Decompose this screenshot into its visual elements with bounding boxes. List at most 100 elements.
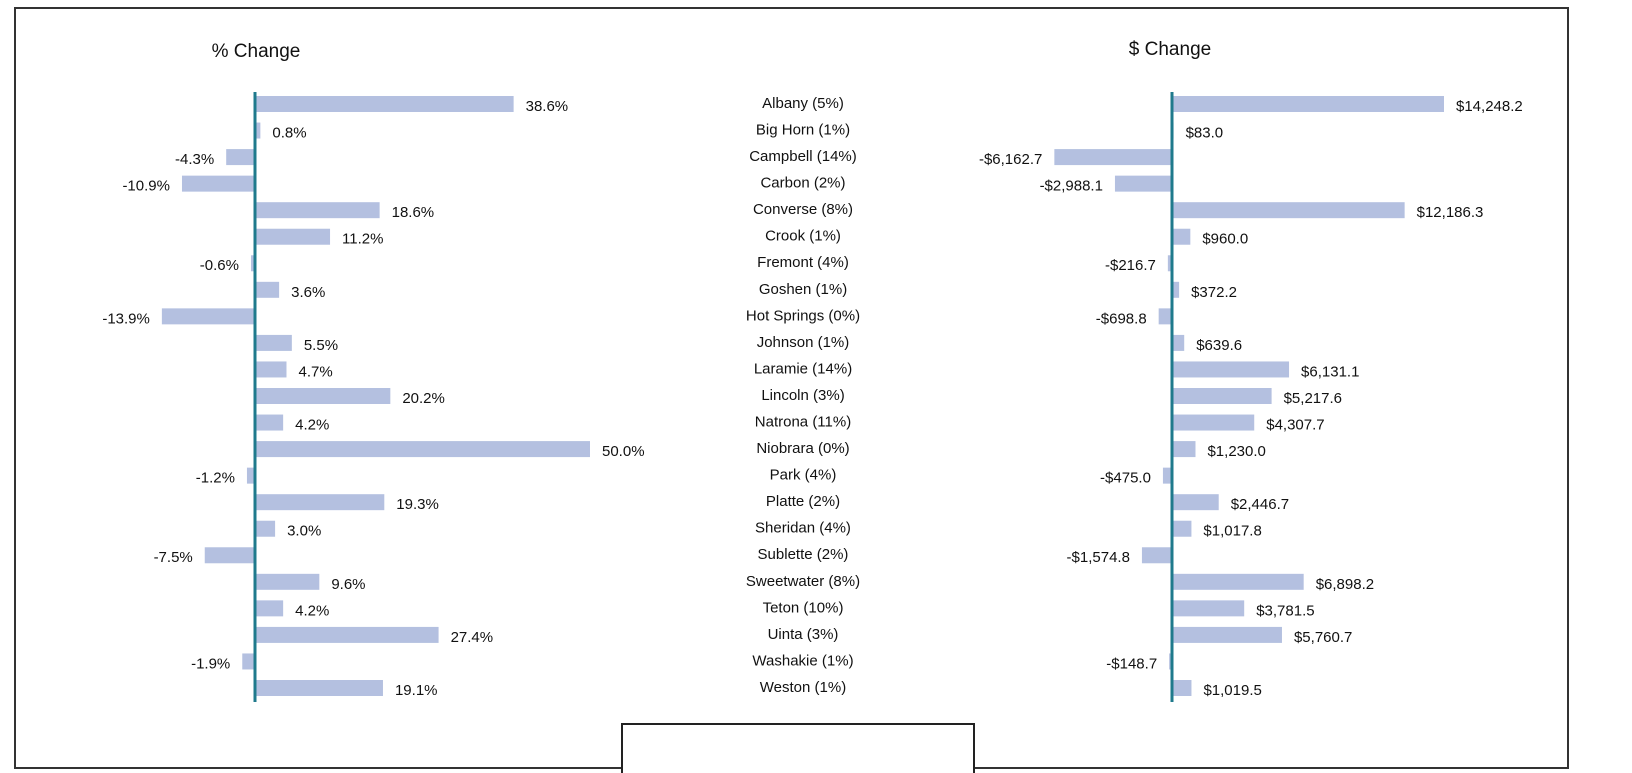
category-label: Laramie (14%) bbox=[754, 360, 852, 377]
bar bbox=[255, 414, 284, 431]
value-label: 4.2% bbox=[295, 417, 329, 434]
bar bbox=[1172, 281, 1180, 298]
bar bbox=[242, 653, 255, 670]
value-label: 19.1% bbox=[395, 682, 438, 699]
value-label: -$216.7 bbox=[1105, 257, 1156, 274]
bar bbox=[1172, 96, 1444, 112]
bar bbox=[1172, 361, 1290, 378]
bar bbox=[255, 494, 385, 511]
bar bbox=[255, 520, 276, 537]
bar bbox=[1172, 680, 1192, 696]
value-label: -1.9% bbox=[191, 655, 230, 672]
bar bbox=[255, 626, 439, 643]
value-label: -7.5% bbox=[154, 549, 193, 566]
category-label: Uinta (3%) bbox=[768, 626, 839, 643]
value-label: $6,131.1 bbox=[1301, 363, 1359, 380]
bar bbox=[255, 388, 391, 404]
value-label: $1,017.8 bbox=[1203, 523, 1261, 540]
value-label: -$6,162.7 bbox=[979, 151, 1042, 168]
bar bbox=[226, 149, 255, 166]
category-label: Washakie (1%) bbox=[752, 652, 853, 669]
bar bbox=[1158, 308, 1172, 325]
value-label: 5.5% bbox=[304, 337, 338, 354]
category-label: Carbon (2%) bbox=[760, 175, 845, 192]
category-label: Crook (1%) bbox=[765, 228, 841, 245]
value-label: 11.2% bbox=[342, 231, 383, 248]
bar bbox=[255, 361, 287, 378]
bar bbox=[1172, 520, 1192, 537]
category-label: Teton (10%) bbox=[763, 599, 844, 616]
bar bbox=[204, 547, 255, 564]
value-label: $6,898.2 bbox=[1316, 576, 1374, 593]
category-label: Campbell (14%) bbox=[749, 148, 857, 165]
bar bbox=[255, 202, 380, 219]
bar bbox=[161, 308, 255, 325]
value-label: $5,760.7 bbox=[1294, 629, 1352, 646]
value-label: $639.6 bbox=[1196, 337, 1242, 354]
value-label: $14,248.2 bbox=[1456, 98, 1523, 115]
value-label: 38.6% bbox=[526, 98, 569, 115]
value-label: $4,307.7 bbox=[1266, 417, 1324, 434]
value-label: 20.2% bbox=[402, 390, 445, 407]
value-label: -4.3% bbox=[175, 151, 214, 168]
bar bbox=[1172, 441, 1196, 458]
bar bbox=[1172, 228, 1191, 245]
category-label: Converse (8%) bbox=[753, 201, 853, 218]
chart-title: % Change bbox=[212, 41, 301, 62]
value-label: 3.0% bbox=[287, 523, 321, 540]
bar bbox=[255, 441, 590, 458]
bar bbox=[255, 96, 514, 112]
value-label: $960.0 bbox=[1202, 231, 1248, 248]
category-label: Lincoln (3%) bbox=[761, 387, 844, 404]
category-label: Fremont (4%) bbox=[757, 254, 849, 271]
bar bbox=[255, 680, 383, 696]
value-label: 4.7% bbox=[298, 363, 332, 380]
value-label: -13.9% bbox=[102, 310, 150, 327]
bar bbox=[1172, 600, 1245, 617]
bar bbox=[1141, 547, 1172, 564]
value-label: -$1,574.8 bbox=[1067, 549, 1130, 566]
bar bbox=[255, 573, 320, 590]
bar bbox=[1172, 494, 1219, 511]
category-label: Albany (5%) bbox=[762, 95, 844, 112]
value-label: $83.0 bbox=[1186, 125, 1224, 142]
bar bbox=[1167, 255, 1172, 272]
legend-box bbox=[621, 723, 975, 773]
value-label: -$148.7 bbox=[1106, 655, 1157, 672]
value-label: 0.8% bbox=[272, 125, 306, 142]
bar bbox=[181, 175, 255, 192]
category-label: Platte (2%) bbox=[766, 493, 840, 510]
value-label: 9.6% bbox=[331, 576, 365, 593]
category-label: Natrona (11%) bbox=[755, 414, 851, 431]
category-label: Big Horn (1%) bbox=[756, 122, 850, 139]
bar bbox=[1114, 175, 1172, 192]
value-label: -$698.8 bbox=[1096, 310, 1147, 327]
value-label: 4.2% bbox=[295, 602, 329, 619]
bar bbox=[1172, 334, 1185, 351]
category-label: Sweetwater (8%) bbox=[746, 573, 860, 590]
category-label: Sublette (2%) bbox=[758, 546, 849, 563]
chart-title: $ Change bbox=[1129, 39, 1211, 60]
value-label: $1,230.0 bbox=[1207, 443, 1265, 460]
value-label: 18.6% bbox=[392, 204, 435, 221]
category-label: Johnson (1%) bbox=[757, 334, 850, 351]
value-label: -0.6% bbox=[200, 257, 239, 274]
bar bbox=[1172, 388, 1272, 404]
value-label: -$475.0 bbox=[1100, 470, 1151, 487]
bar bbox=[1172, 414, 1255, 431]
category-label: Goshen (1%) bbox=[759, 281, 847, 298]
bar bbox=[246, 467, 255, 484]
bar bbox=[1162, 467, 1172, 484]
value-label: $12,186.3 bbox=[1417, 204, 1484, 221]
bar bbox=[1054, 149, 1172, 166]
value-label: 50.0% bbox=[602, 443, 645, 460]
bar bbox=[255, 281, 280, 298]
value-label: 3.6% bbox=[291, 284, 325, 301]
bar bbox=[255, 228, 331, 245]
value-label: $3,781.5 bbox=[1256, 602, 1314, 619]
value-label: 19.3% bbox=[396, 496, 439, 513]
value-label: 27.4% bbox=[451, 629, 494, 646]
bar bbox=[1172, 202, 1405, 219]
